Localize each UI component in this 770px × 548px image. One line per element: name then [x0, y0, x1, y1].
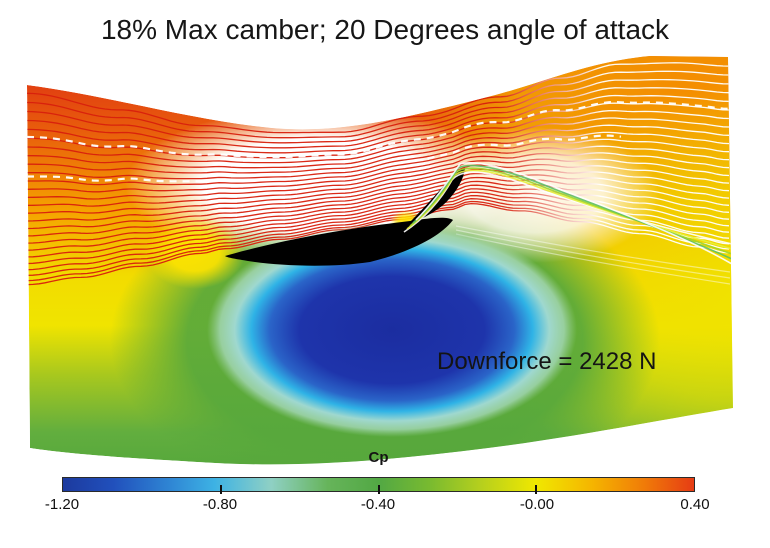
colorbar [62, 477, 695, 494]
colorbar-tick [377, 485, 380, 494]
colorbar-tick-label: -1.20 [44, 496, 80, 513]
page-title: 18% Max camber; 20 Degrees angle of atta… [100, 14, 670, 45]
flap-slot-streamline [415, 162, 733, 265]
colorbar-title: Cp [368, 449, 389, 466]
colorbar-tick-label: -0.80 [202, 496, 238, 513]
downforce-annotation: Downforce = 2428 N [437, 348, 657, 375]
colorbar-tick-label: -0.40 [360, 496, 396, 513]
colorbar-tick-label: -0.00 [519, 496, 555, 513]
main-airfoil [225, 217, 453, 266]
flap-slot-streamline [403, 171, 733, 245]
colorbar-tick-label: 0.40 [680, 496, 710, 513]
dashed-marker-line [27, 134, 622, 183]
dashed-marker-line [27, 100, 730, 159]
colorbar-tick [535, 485, 538, 494]
colorbar-tick [219, 485, 222, 494]
